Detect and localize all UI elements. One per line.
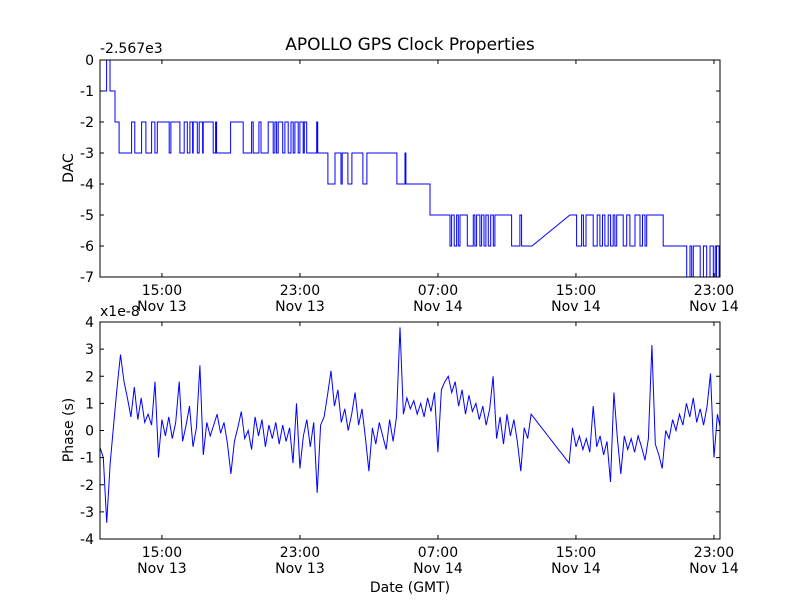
phase-xtick-label-time: 07:00 xyxy=(418,545,458,561)
phase-xtick-label-date: Nov 13 xyxy=(137,561,187,577)
dac-ylabel: DAC xyxy=(61,153,77,183)
dac-series-line xyxy=(100,60,720,277)
dac-ytick-label: -3 xyxy=(80,146,94,162)
phase-ytick-label: 3 xyxy=(85,342,94,358)
dac-ytick-label: -2 xyxy=(80,115,94,131)
dac-axes-frame xyxy=(99,59,721,278)
phase-ytick-label: -4 xyxy=(80,532,94,548)
dac-xtick-label-date: Nov 14 xyxy=(413,299,463,315)
phase-ytick-label: 1 xyxy=(85,396,94,412)
dac-offset-text: -2.567e3 xyxy=(100,41,163,57)
dac-ytick-label: -6 xyxy=(80,239,94,255)
dac-ytick-label: -1 xyxy=(80,84,94,100)
dac-xtick-label-date: Nov 14 xyxy=(689,299,739,315)
phase-xlabel: Date (GMT) xyxy=(370,580,450,596)
dac-xtick-label-date: Nov 14 xyxy=(551,299,601,315)
dac-ytick-label: 0 xyxy=(85,53,94,69)
phase-xtick-label-date: Nov 14 xyxy=(413,561,463,577)
dac-xtick-label-time: 15:00 xyxy=(556,283,596,299)
phase-ytick-label: -3 xyxy=(80,505,94,521)
phase-xtick-label-time: 23:00 xyxy=(694,545,734,561)
phase-xtick-label-date: Nov 14 xyxy=(689,561,739,577)
phase-xtick-label-date: Nov 14 xyxy=(551,561,601,577)
phase-ytick-label: 2 xyxy=(85,369,94,385)
phase-xtick-label-time: 15:00 xyxy=(556,545,596,561)
phase-ytick-label: -2 xyxy=(80,478,94,494)
phase-ytick-label: -1 xyxy=(80,451,94,467)
phase-ytick-label: 0 xyxy=(85,424,94,440)
phase-offset-text: x1e-8 xyxy=(100,304,140,320)
phase-xtick-label-time: 23:00 xyxy=(280,545,320,561)
dac-xtick-label-time: 07:00 xyxy=(418,283,458,299)
dac-xtick-label-date: Nov 13 xyxy=(275,299,325,315)
dac-ytick-label: -7 xyxy=(80,270,94,286)
phase-xtick-label-time: 15:00 xyxy=(142,545,182,561)
chart-title: APOLLO GPS Clock Properties xyxy=(285,35,535,55)
phase-ytick-label: 4 xyxy=(85,315,94,331)
phase-xtick-label-date: Nov 13 xyxy=(275,561,325,577)
dac-ytick-label: -4 xyxy=(80,177,94,193)
dac-ytick-label: -5 xyxy=(80,208,94,224)
dac-xtick-label-time: 23:00 xyxy=(280,283,320,299)
dac-xtick-label-time: 15:00 xyxy=(142,283,182,299)
dac-xtick-label-date: Nov 13 xyxy=(137,299,187,315)
phase-ylabel: Phase (s) xyxy=(61,398,77,462)
dac-xtick-label-time: 23:00 xyxy=(694,283,734,299)
phase-series-line xyxy=(100,327,720,523)
